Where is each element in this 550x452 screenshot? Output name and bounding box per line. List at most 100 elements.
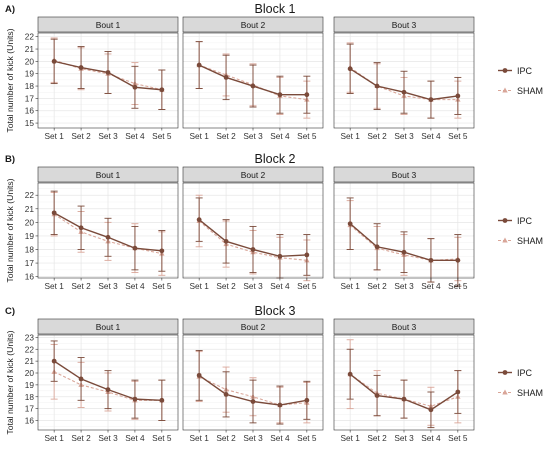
legend-sham-label: SHAM [517,236,543,246]
data-point-ipc [223,75,229,80]
data-point-ipc [223,238,229,244]
x-tick-label: Set 4 [270,131,290,141]
x-tick-label: Set 4 [421,433,441,443]
y-tick-label: 20 [25,368,35,378]
x-tick-label: Set 5 [152,131,172,141]
x-tick-label: Set 2 [71,131,91,141]
data-point-ipc [51,58,57,64]
x-tick-label: Set 5 [297,281,317,291]
y-tick-label: 18 [25,392,35,402]
facet-strip-label: Bout 1 [96,170,121,180]
facet-strip [37,166,179,183]
y-axis-label: Total number of kick (Units) [5,178,15,282]
x-tick-label: Set 2 [71,433,91,443]
y-tick-label: 18 [25,245,35,255]
data-point-ipc [455,257,461,263]
x-tick-label: Set 5 [448,281,468,291]
x-tick-label: Set 2 [216,433,236,443]
facet-strip [333,166,475,183]
data-point-ipc [196,62,202,68]
legend-sham-label: SHAM [517,86,543,96]
data-point-ipc [277,253,283,259]
legend-sham-marker [502,389,508,395]
x-tick-label: Set 5 [152,433,172,443]
data-point-ipc [374,83,380,89]
y-axis-label: Total number of kick (Units) [5,28,15,132]
data-point-ipc [105,70,111,75]
x-tick-label: Set 1 [189,131,209,141]
x-tick-label: Set 4 [270,281,290,291]
data-point-ipc [78,65,84,70]
legend-ipc-label: IPC [517,368,533,378]
facet-strip-label: Bout 1 [96,322,121,332]
y-tick-label: 16 [25,106,35,116]
x-tick-label: Set 4 [270,433,290,443]
x-tick-label: Set 4 [125,131,145,141]
x-tick-label: Set 1 [44,131,64,141]
y-tick-label: 22 [25,190,35,200]
x-tick-label: Set 2 [71,281,91,291]
data-point-ipc [401,396,407,402]
x-tick-label: Set 3 [98,281,118,291]
facet-strip-label: Bout 1 [96,20,121,30]
x-tick-label: Set 1 [189,281,209,291]
x-tick-label: Set 2 [216,281,236,291]
data-point-ipc [428,257,434,263]
data-point-ipc [374,244,380,250]
data-point-ipc [347,371,353,377]
x-tick-label: Set 3 [98,433,118,443]
y-tick-label: 15 [25,118,35,128]
data-point-ipc [132,245,138,251]
data-point-ipc [132,396,138,402]
y-tick-label: 17 [25,258,35,268]
data-point-ipc [277,402,283,408]
x-tick-label: Set 2 [367,433,387,443]
facet-strip-label: Bout 2 [241,322,266,332]
data-point-ipc [159,87,165,93]
facet-strip-label: Bout 3 [392,20,417,30]
x-tick-label: Set 3 [243,131,263,141]
data-point-ipc [250,399,256,404]
x-tick-label: Set 3 [394,131,414,141]
x-tick-label: Set 1 [340,131,360,141]
y-axis-label: Total number of kick (Units) [5,330,15,434]
facet-strip [333,16,475,33]
data-point-ipc [196,217,202,223]
x-tick-label: Set 4 [125,281,145,291]
x-tick-label: Set 3 [394,281,414,291]
y-tick-label: 21 [25,204,35,214]
x-tick-label: Set 4 [125,433,145,443]
facet-strip [182,16,324,33]
x-tick-label: Set 2 [216,131,236,141]
x-tick-label: Set 1 [44,281,64,291]
y-tick-label: 17 [25,93,35,103]
data-point-ipc [374,393,380,398]
x-tick-label: Set 5 [448,131,468,141]
facet-strip-label: Bout 2 [241,20,266,30]
x-tick-label: Set 5 [152,281,172,291]
data-point-ipc [223,391,229,397]
x-tick-label: Set 1 [340,433,360,443]
y-tick-label: 19 [25,231,35,241]
block-title: Block 3 [255,304,296,318]
series-line-sham [198,220,307,261]
y-tick-label: 18 [25,81,35,91]
data-point-ipc [105,387,111,393]
data-point-ipc [250,247,256,252]
legend-ipc-marker [502,370,508,375]
data-point-ipc [304,252,310,258]
x-tick-label: Set 2 [367,281,387,291]
x-tick-label: Set 1 [44,433,64,443]
x-tick-label: Set 2 [367,131,387,141]
data-point-ipc [401,89,407,95]
data-point-ipc [159,397,165,403]
facet-strip-label: Bout 3 [392,322,417,332]
legend-sham-label: SHAM [517,388,543,398]
data-point-ipc [304,92,310,98]
data-point-ipc [132,84,138,90]
facet-strip [37,16,179,33]
y-tick-label: 19 [25,380,35,390]
x-tick-label: Set 4 [421,281,441,291]
data-point-ipc [277,92,283,98]
